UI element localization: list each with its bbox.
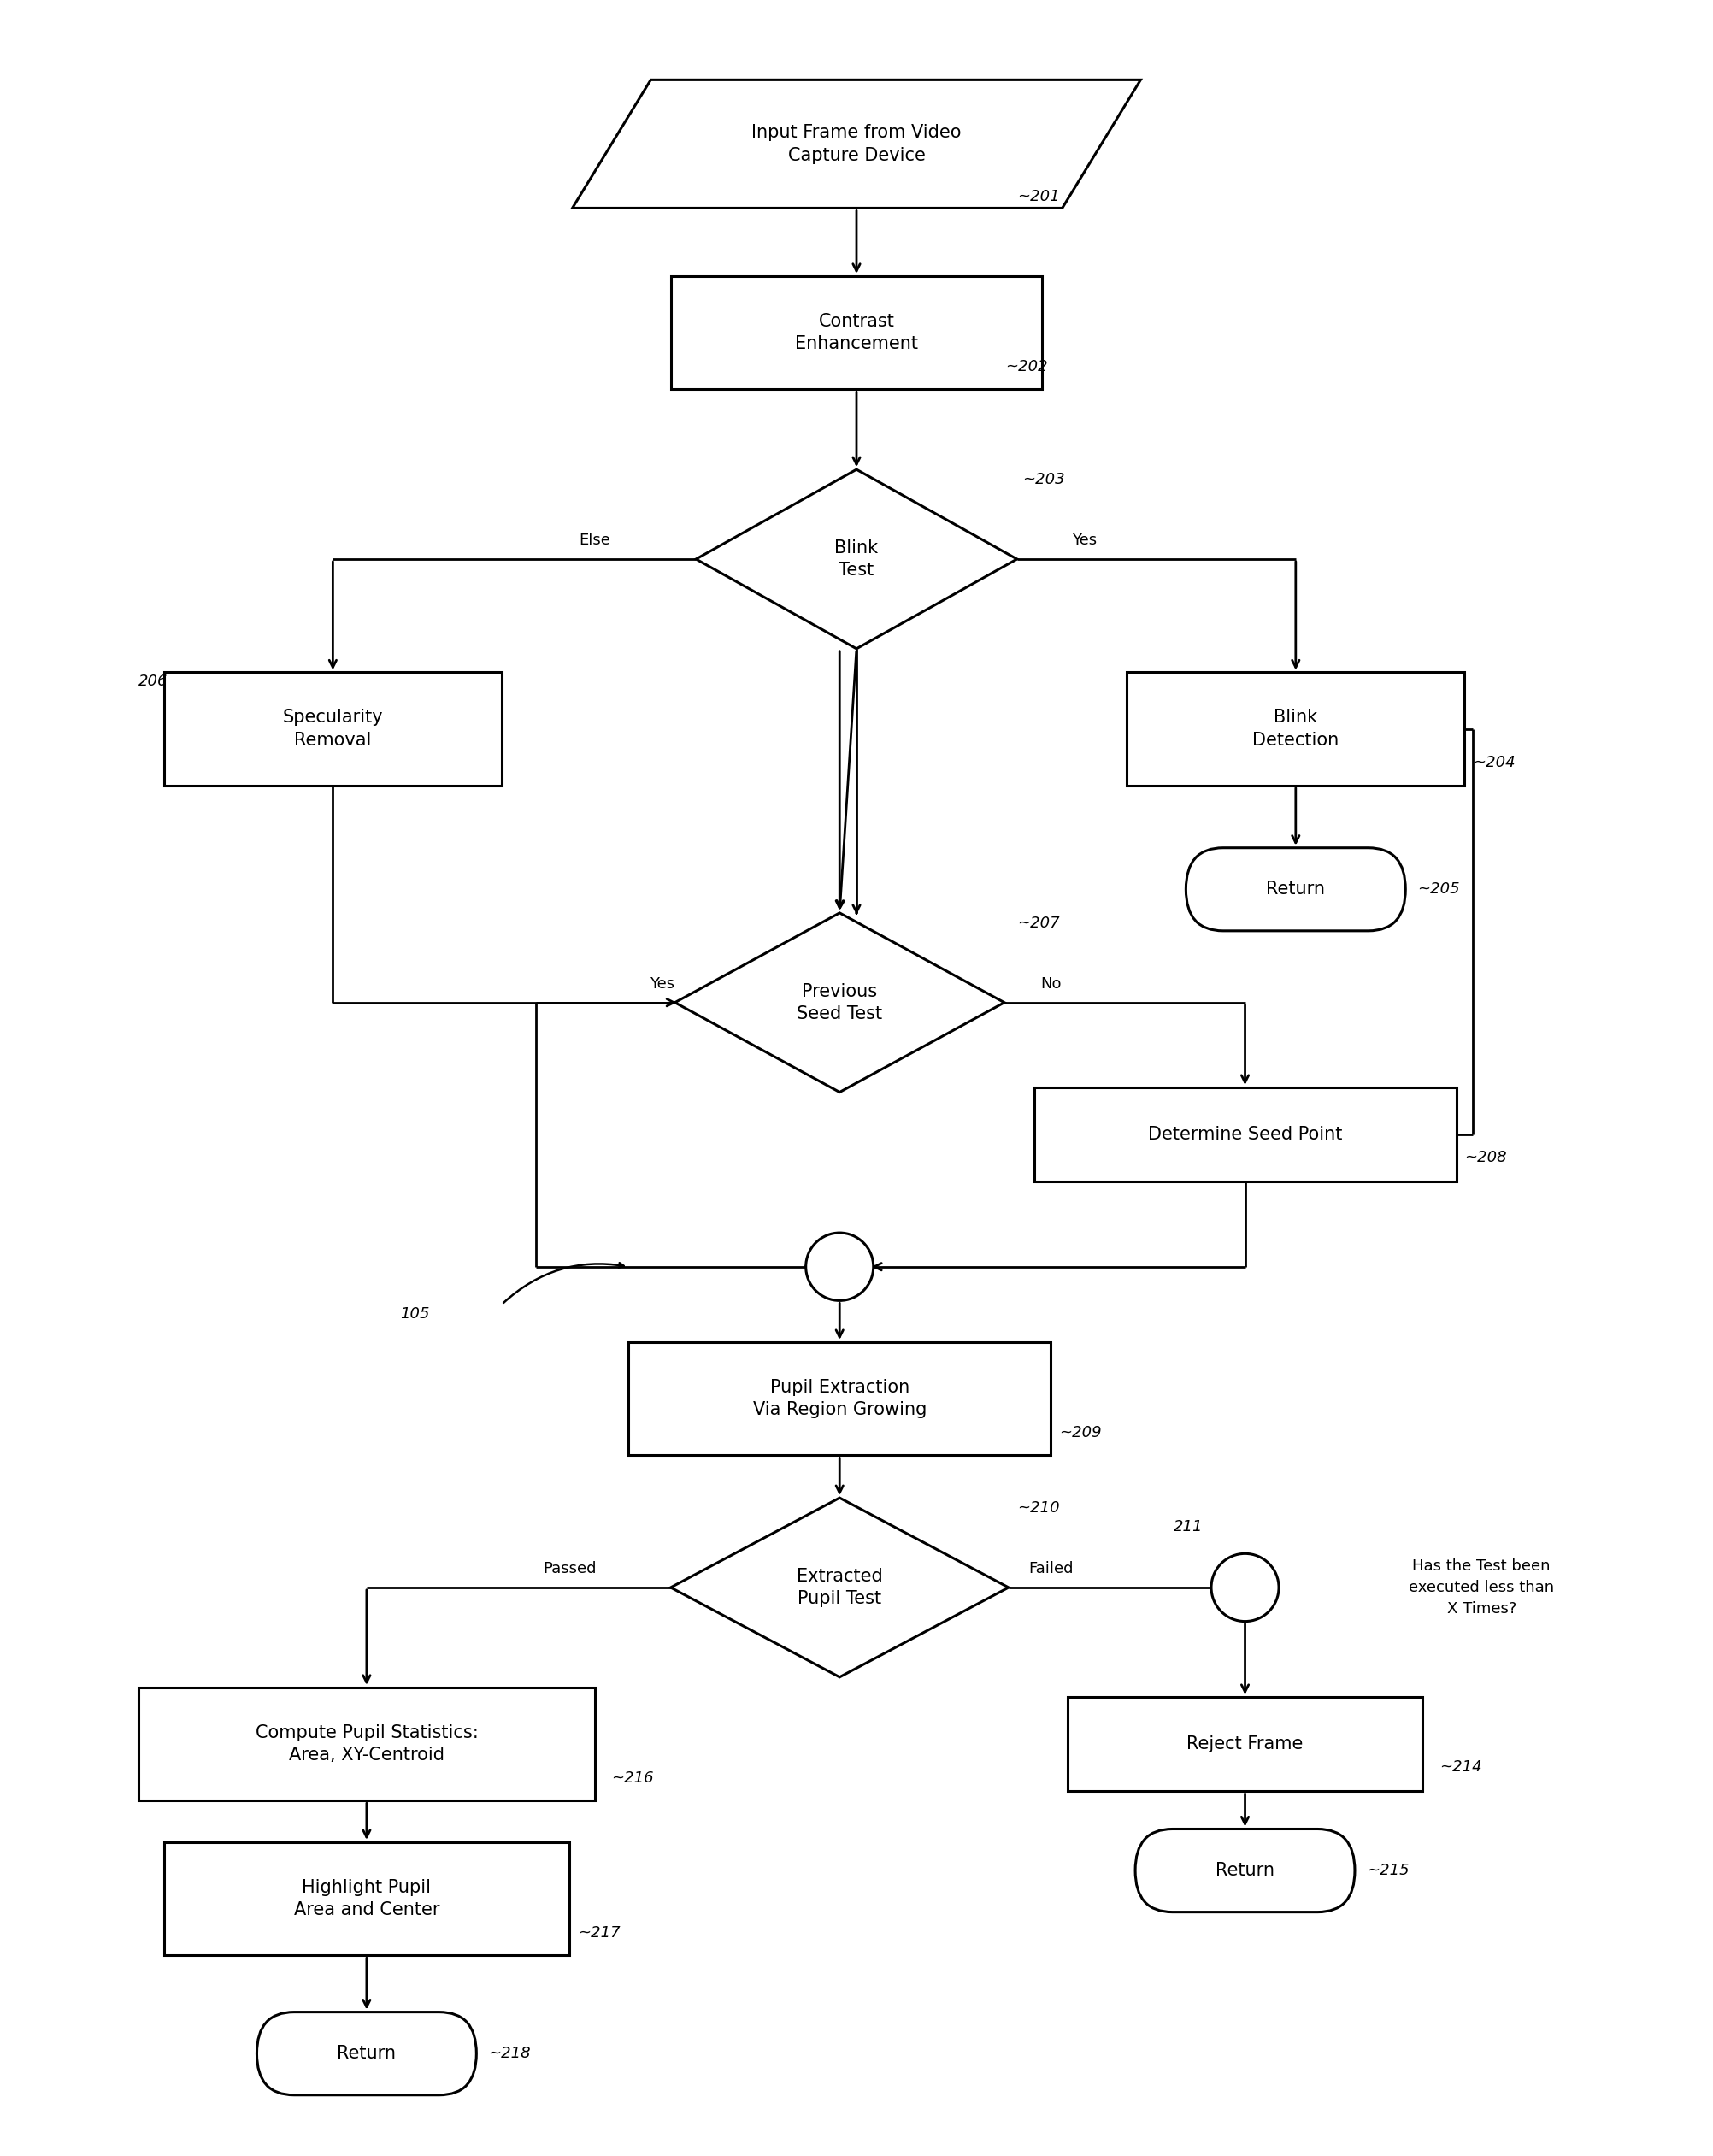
Text: Yes: Yes	[649, 977, 675, 992]
Text: Passed: Passed	[543, 1561, 596, 1576]
Text: Yes: Yes	[1072, 533, 1096, 548]
Text: ~202: ~202	[1006, 358, 1048, 375]
Text: Else: Else	[579, 533, 610, 548]
Text: Failed: Failed	[1028, 1561, 1074, 1576]
Text: ~208: ~208	[1465, 1149, 1507, 1164]
Text: Highlight Pupil
Area and Center: Highlight Pupil Area and Center	[293, 1880, 440, 1919]
Polygon shape	[695, 470, 1018, 649]
Text: Compute Pupil Statistics:
Area, XY-Centroid: Compute Pupil Statistics: Area, XY-Centr…	[255, 1725, 478, 1764]
Text: ~209: ~209	[1059, 1425, 1101, 1440]
Text: No: No	[1040, 977, 1062, 992]
Text: Return: Return	[337, 2046, 396, 2061]
Ellipse shape	[805, 1233, 874, 1300]
Polygon shape	[671, 1498, 1009, 1677]
FancyBboxPatch shape	[139, 1688, 594, 1800]
FancyBboxPatch shape	[164, 673, 502, 785]
FancyBboxPatch shape	[1136, 1828, 1355, 1912]
Text: Blink
Detection: Blink Detection	[1252, 709, 1340, 748]
Text: ~207: ~207	[1018, 916, 1059, 931]
Text: ~217: ~217	[577, 1925, 620, 1940]
Text: Contrast
Enhancement: Contrast Enhancement	[795, 313, 918, 351]
Text: ~214: ~214	[1439, 1759, 1482, 1774]
Polygon shape	[675, 912, 1004, 1093]
Text: ~216: ~216	[612, 1770, 654, 1785]
Text: Specularity
Removal: Specularity Removal	[283, 709, 384, 748]
Text: Determine Seed Point: Determine Seed Point	[1148, 1125, 1343, 1143]
FancyBboxPatch shape	[257, 2012, 476, 2096]
Text: Pupil Extraction
Via Region Growing: Pupil Extraction Via Region Growing	[752, 1380, 927, 1419]
FancyBboxPatch shape	[1127, 673, 1465, 785]
Text: Reject Frame: Reject Frame	[1187, 1736, 1304, 1753]
Text: Previous
Seed Test: Previous Seed Test	[797, 983, 882, 1022]
Polygon shape	[572, 80, 1141, 209]
FancyBboxPatch shape	[1067, 1697, 1422, 1792]
Text: Extracted
Pupil Test: Extracted Pupil Test	[797, 1567, 882, 1608]
Ellipse shape	[1211, 1554, 1280, 1621]
Text: ~215: ~215	[1367, 1863, 1410, 1878]
Text: Input Frame from Video
Capture Device: Input Frame from Video Capture Device	[752, 125, 961, 164]
Text: 206: 206	[139, 675, 168, 690]
Text: Blink
Test: Blink Test	[834, 539, 879, 580]
Text: Return: Return	[1216, 1863, 1274, 1880]
FancyBboxPatch shape	[671, 276, 1042, 390]
FancyBboxPatch shape	[629, 1343, 1050, 1455]
Text: 211: 211	[1173, 1520, 1203, 1535]
FancyBboxPatch shape	[164, 1841, 569, 1955]
Text: Has the Test been
executed less than
X Times?: Has the Test been executed less than X T…	[1408, 1559, 1554, 1617]
Text: 105: 105	[401, 1307, 430, 1322]
Text: ~201: ~201	[1018, 190, 1059, 205]
Text: Return: Return	[1266, 882, 1326, 897]
Text: ~205: ~205	[1417, 882, 1459, 897]
Text: ~203: ~203	[1023, 472, 1064, 487]
Text: ~204: ~204	[1473, 755, 1516, 770]
Text: ~210: ~210	[1018, 1501, 1059, 1516]
FancyBboxPatch shape	[1035, 1087, 1456, 1181]
Text: ~218: ~218	[488, 2046, 531, 2061]
FancyBboxPatch shape	[1185, 847, 1405, 931]
